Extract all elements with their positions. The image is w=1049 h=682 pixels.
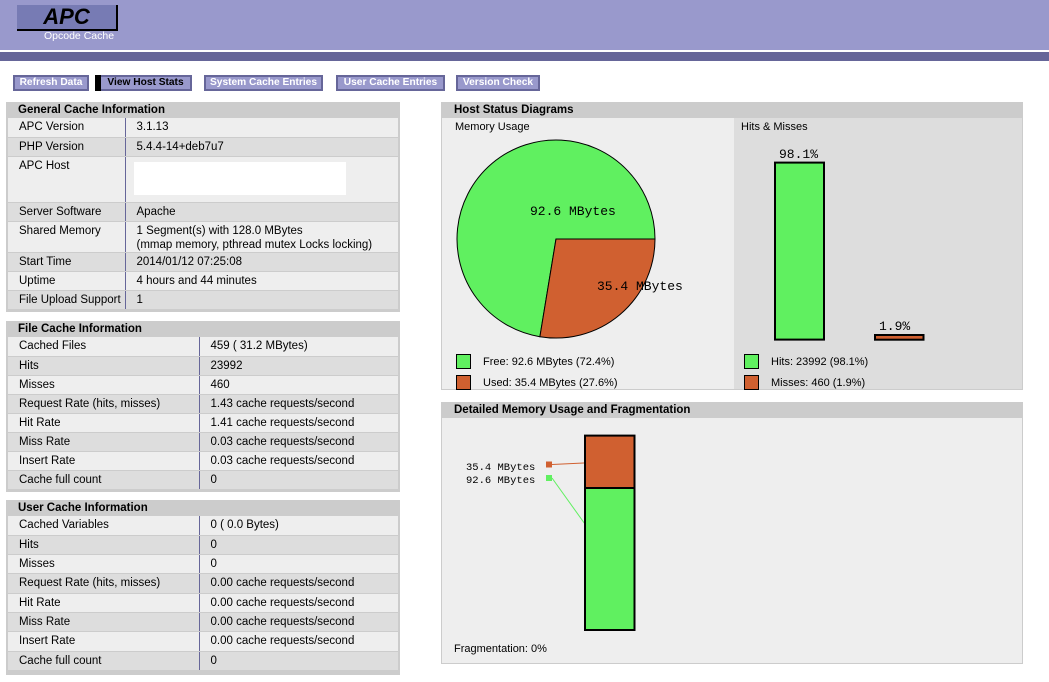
svg-text:1.9%: 1.9%: [879, 319, 910, 334]
svg-text:98.1%: 98.1%: [779, 147, 818, 162]
svg-text:35.4 MBytes: 35.4 MBytes: [466, 462, 535, 474]
svg-text:92.6 MBytes: 92.6 MBytes: [530, 204, 616, 219]
svg-text:35.4 MBytes: 35.4 MBytes: [597, 279, 683, 294]
svg-text:92.6 MBytes: 92.6 MBytes: [466, 475, 535, 487]
